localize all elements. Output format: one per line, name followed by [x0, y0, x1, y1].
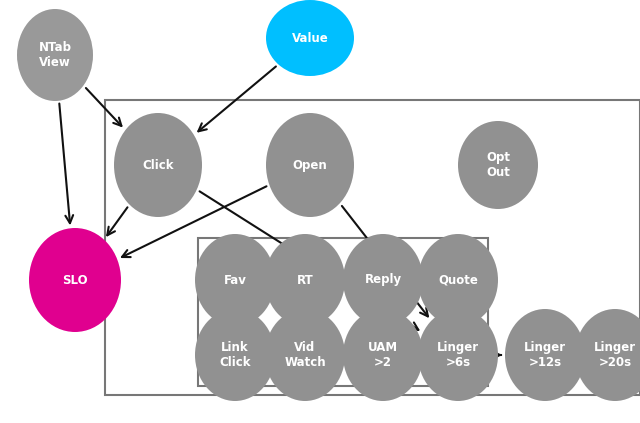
Text: Linger
>12s: Linger >12s [524, 341, 566, 369]
Ellipse shape [195, 309, 275, 401]
Ellipse shape [29, 228, 121, 332]
Ellipse shape [265, 234, 345, 326]
Ellipse shape [343, 309, 423, 401]
Ellipse shape [266, 113, 354, 217]
Text: Value: Value [292, 31, 328, 44]
Ellipse shape [195, 234, 275, 326]
Ellipse shape [17, 9, 93, 101]
Ellipse shape [418, 309, 498, 401]
Text: Open: Open [292, 159, 328, 171]
Text: Linger
>20s: Linger >20s [594, 341, 636, 369]
Ellipse shape [266, 0, 354, 76]
Ellipse shape [343, 234, 423, 326]
Ellipse shape [575, 309, 640, 401]
Text: Vid
Watch: Vid Watch [284, 341, 326, 369]
Ellipse shape [418, 234, 498, 326]
Text: SLO: SLO [62, 274, 88, 286]
Ellipse shape [114, 113, 202, 217]
Bar [198, 238, 488, 386]
Ellipse shape [458, 121, 538, 209]
Bar [105, 100, 640, 395]
Text: Link
Click: Link Click [220, 341, 251, 369]
Text: Click: Click [142, 159, 173, 171]
Ellipse shape [505, 309, 585, 401]
Ellipse shape [265, 309, 345, 401]
Text: RT: RT [296, 274, 314, 286]
Text: Reply: Reply [364, 274, 401, 286]
Text: Linger
>6s: Linger >6s [437, 341, 479, 369]
Text: UAM
>2: UAM >2 [368, 341, 398, 369]
Text: Quote: Quote [438, 274, 478, 286]
Text: NTab
View: NTab View [38, 41, 72, 69]
Text: Fav: Fav [223, 274, 246, 286]
Text: Opt
Out: Opt Out [486, 151, 510, 179]
